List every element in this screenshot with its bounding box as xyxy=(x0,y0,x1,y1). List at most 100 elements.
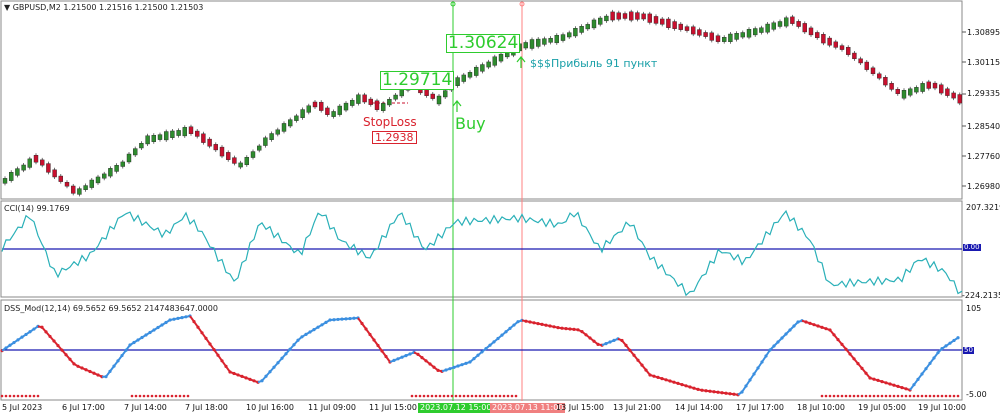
candle xyxy=(52,169,57,178)
candle xyxy=(257,145,262,151)
signal-dot xyxy=(138,394,142,398)
signal-dot xyxy=(924,394,928,398)
time-axis-label: 13 Jul 21:00 xyxy=(613,403,661,412)
candle xyxy=(337,105,342,115)
candle xyxy=(684,26,690,31)
signal-dot xyxy=(490,394,494,398)
candle xyxy=(480,64,485,72)
candle xyxy=(790,16,795,24)
candle xyxy=(852,52,857,60)
signal-dot xyxy=(888,394,892,398)
candle xyxy=(926,81,931,89)
signal-dot xyxy=(872,394,876,398)
candle xyxy=(319,101,324,111)
candle xyxy=(108,168,113,177)
signal-dot xyxy=(510,394,514,398)
signal-dot xyxy=(426,394,430,398)
candle xyxy=(467,72,473,78)
signal-dot xyxy=(494,394,498,398)
candle xyxy=(350,99,355,106)
candle xyxy=(331,111,336,117)
candle xyxy=(46,163,51,173)
price-pane-frame xyxy=(0,0,963,200)
candle xyxy=(585,24,590,30)
stoploss-price-label: 1.2938 xyxy=(372,131,417,144)
signal-dot xyxy=(940,394,944,398)
candle xyxy=(288,119,293,127)
time-axis-label: 7 Jul 14:00 xyxy=(124,403,167,412)
candle xyxy=(548,37,553,43)
cci-pane-title: CCI(14) 99.1769 xyxy=(4,204,70,213)
dropdown-triangle-icon[interactable]: ▼ xyxy=(4,3,11,12)
signal-dot xyxy=(162,394,166,398)
candle xyxy=(430,93,435,99)
candle xyxy=(777,21,783,27)
candle xyxy=(728,33,733,43)
candle xyxy=(691,26,696,35)
time-axis-label: 17 Jul 17:00 xyxy=(736,403,784,412)
signal-dot xyxy=(892,394,896,398)
candle xyxy=(443,90,448,98)
candle xyxy=(145,135,150,145)
buy-arrow-icon xyxy=(452,100,462,112)
candle xyxy=(945,88,950,96)
candle xyxy=(157,134,163,140)
signal-dot xyxy=(482,394,486,398)
candle xyxy=(641,13,646,20)
candle xyxy=(908,88,913,96)
signal-dot xyxy=(514,394,518,398)
dss-point xyxy=(956,336,960,340)
candle xyxy=(536,38,541,47)
candle xyxy=(269,133,274,140)
candle xyxy=(89,179,95,188)
candle xyxy=(734,33,739,40)
candle xyxy=(27,158,32,168)
candle xyxy=(343,102,349,111)
profit-arrow-icon xyxy=(516,56,526,68)
signal-dot xyxy=(864,394,868,398)
buy-label: Buy xyxy=(455,114,486,133)
signal-dot xyxy=(36,394,40,398)
candle xyxy=(542,38,547,45)
dss-axis-top: 105 xyxy=(966,304,982,313)
candle xyxy=(709,32,714,41)
candle xyxy=(647,13,652,23)
candle xyxy=(244,157,250,166)
time-axis-label: 7 Jul 18:00 xyxy=(185,403,228,412)
candle xyxy=(529,39,535,49)
signal-dot xyxy=(422,394,426,398)
candle xyxy=(368,98,373,105)
candle xyxy=(883,77,888,86)
signal-dot xyxy=(32,394,36,398)
signal-dot xyxy=(912,394,916,398)
candle xyxy=(573,28,578,37)
candle xyxy=(188,126,194,134)
candle xyxy=(678,23,683,30)
signal-dot xyxy=(146,394,150,398)
signal-dot xyxy=(828,394,832,398)
signal-dot xyxy=(896,394,900,398)
candle xyxy=(387,98,392,106)
candle xyxy=(176,130,181,136)
candle xyxy=(753,28,758,36)
candle xyxy=(77,188,82,195)
candle xyxy=(250,151,256,158)
candle xyxy=(281,123,287,132)
candle xyxy=(486,61,491,68)
candle xyxy=(815,32,820,39)
candle xyxy=(877,73,882,79)
signal-dot xyxy=(820,394,824,398)
candle xyxy=(213,144,219,151)
signal-dot xyxy=(150,394,154,398)
signal-dot xyxy=(904,394,908,398)
price-axis-tick: 1.29335 xyxy=(967,89,1000,98)
candle xyxy=(765,23,770,33)
candle xyxy=(796,21,801,27)
candle xyxy=(8,172,14,181)
candle xyxy=(381,103,386,111)
signal-dot xyxy=(158,394,162,398)
signal-dot xyxy=(952,394,956,398)
candle xyxy=(275,129,280,135)
